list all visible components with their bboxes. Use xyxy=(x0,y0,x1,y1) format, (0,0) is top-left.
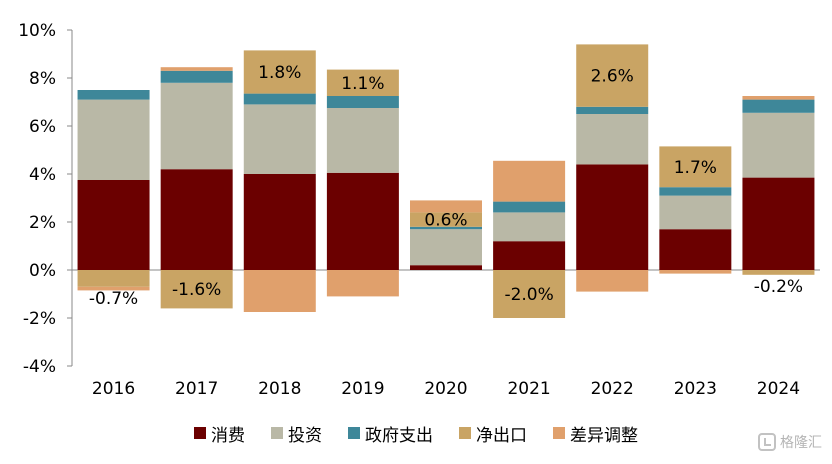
y-tick-label: -4% xyxy=(23,357,56,377)
bar-segment xyxy=(493,241,566,270)
data-label: 1.8% xyxy=(258,63,301,83)
legend-item: 投资 xyxy=(271,421,322,446)
bar-segment xyxy=(576,114,649,165)
legend-swatch xyxy=(459,427,471,439)
bar-segment xyxy=(410,265,482,270)
legend-label: 差异调整 xyxy=(570,425,638,446)
bar-segment xyxy=(160,67,233,71)
data-label: 2.6% xyxy=(591,67,634,87)
legend-item: 差异调整 xyxy=(553,421,638,446)
legend-item: 政府支出 xyxy=(348,421,433,446)
bar-segment xyxy=(77,90,150,100)
bar-segment xyxy=(576,106,649,114)
bar-segment xyxy=(326,108,399,173)
y-tick-label: 4% xyxy=(29,165,56,185)
y-tick-label: 2% xyxy=(29,213,56,233)
watermark-text: 格隆汇 xyxy=(780,435,822,451)
legend-swatch xyxy=(271,427,283,439)
bar-segment xyxy=(659,187,732,196)
y-tick-label: 0% xyxy=(29,261,56,281)
x-tick-label: 2018 xyxy=(258,379,301,399)
bar-segment xyxy=(77,286,150,291)
data-label: 1.7% xyxy=(674,158,717,178)
data-label: -0.7% xyxy=(89,289,138,309)
x-tick-label: 2020 xyxy=(424,379,467,399)
x-tick-label: 2019 xyxy=(341,379,384,399)
legend-label: 净出口 xyxy=(476,425,527,446)
bar-segment xyxy=(77,180,150,270)
bar-segment xyxy=(493,212,566,242)
x-tick-label: 2021 xyxy=(507,379,550,399)
bar-segment xyxy=(326,96,399,108)
bar-segment xyxy=(742,270,815,275)
bar-segment xyxy=(742,99,815,113)
bar-segment xyxy=(493,160,566,202)
bar-segment xyxy=(742,96,815,100)
bar-segment xyxy=(410,212,482,227)
y-tick-label: 8% xyxy=(29,69,56,89)
x-tick-label: 2017 xyxy=(175,379,218,399)
x-tick-label: 2022 xyxy=(591,379,634,399)
data-label: -0.2% xyxy=(754,277,803,297)
legend-label: 消费 xyxy=(211,425,245,446)
y-tick-label: 10% xyxy=(18,21,56,41)
stacked-bar-chart: -4% -2% 0% 2% 4% 6% 8% 10% 2016 2017 2018 2019 2020 2… xyxy=(18,21,820,399)
legend-swatch xyxy=(194,427,206,439)
bar-segment xyxy=(659,195,732,230)
bar-segment xyxy=(410,229,482,266)
legend-swatch xyxy=(348,427,360,439)
legend-label: 政府支出 xyxy=(365,425,433,446)
bar-segment xyxy=(160,169,233,270)
x-tick-label: 2024 xyxy=(757,379,800,399)
bar-segment xyxy=(659,146,732,188)
data-label: -1.6% xyxy=(172,280,221,300)
legend: 消费 投资 政府支出 净出口 差异调整 xyxy=(0,420,832,446)
legend-swatch xyxy=(553,427,565,439)
bar-segment xyxy=(410,200,482,213)
watermark: 格隆汇 xyxy=(758,432,822,452)
bar-segment xyxy=(493,201,566,213)
watermark-logo-icon xyxy=(758,433,776,451)
bar-segment xyxy=(243,104,316,174)
bar-segment xyxy=(326,270,399,297)
data-label: 0.6% xyxy=(424,211,467,231)
bar-segment xyxy=(576,270,649,292)
x-tick-label: 2016 xyxy=(92,379,135,399)
y-tick-label: -2% xyxy=(23,309,56,329)
bar-segment xyxy=(326,172,399,270)
bar-segment xyxy=(243,93,316,105)
bar-segment xyxy=(742,112,815,178)
y-tick-label: 6% xyxy=(29,117,56,137)
bar-segment xyxy=(742,177,815,270)
bar-segment xyxy=(243,270,316,312)
bar-segment xyxy=(493,270,566,318)
bar-segment xyxy=(160,82,233,170)
bar-segment xyxy=(77,270,150,287)
legend-item: 净出口 xyxy=(459,421,527,446)
bar-segment xyxy=(659,229,732,270)
bar-segment xyxy=(326,69,399,96)
bar-segment xyxy=(160,70,233,83)
legend-item: 消费 xyxy=(194,421,245,446)
bar-segment xyxy=(77,99,150,180)
bar-segment xyxy=(160,270,233,309)
bar-segment xyxy=(243,174,316,270)
bar-segment xyxy=(576,164,649,270)
bar-segment xyxy=(243,50,316,94)
bar-segment xyxy=(410,226,482,230)
data-label: 1.1% xyxy=(341,74,384,94)
bar-segment xyxy=(576,44,649,107)
legend-label: 投资 xyxy=(288,425,322,446)
data-label: -2.0% xyxy=(504,285,553,305)
x-tick-label: 2023 xyxy=(674,379,717,399)
bar-segment xyxy=(659,270,732,274)
